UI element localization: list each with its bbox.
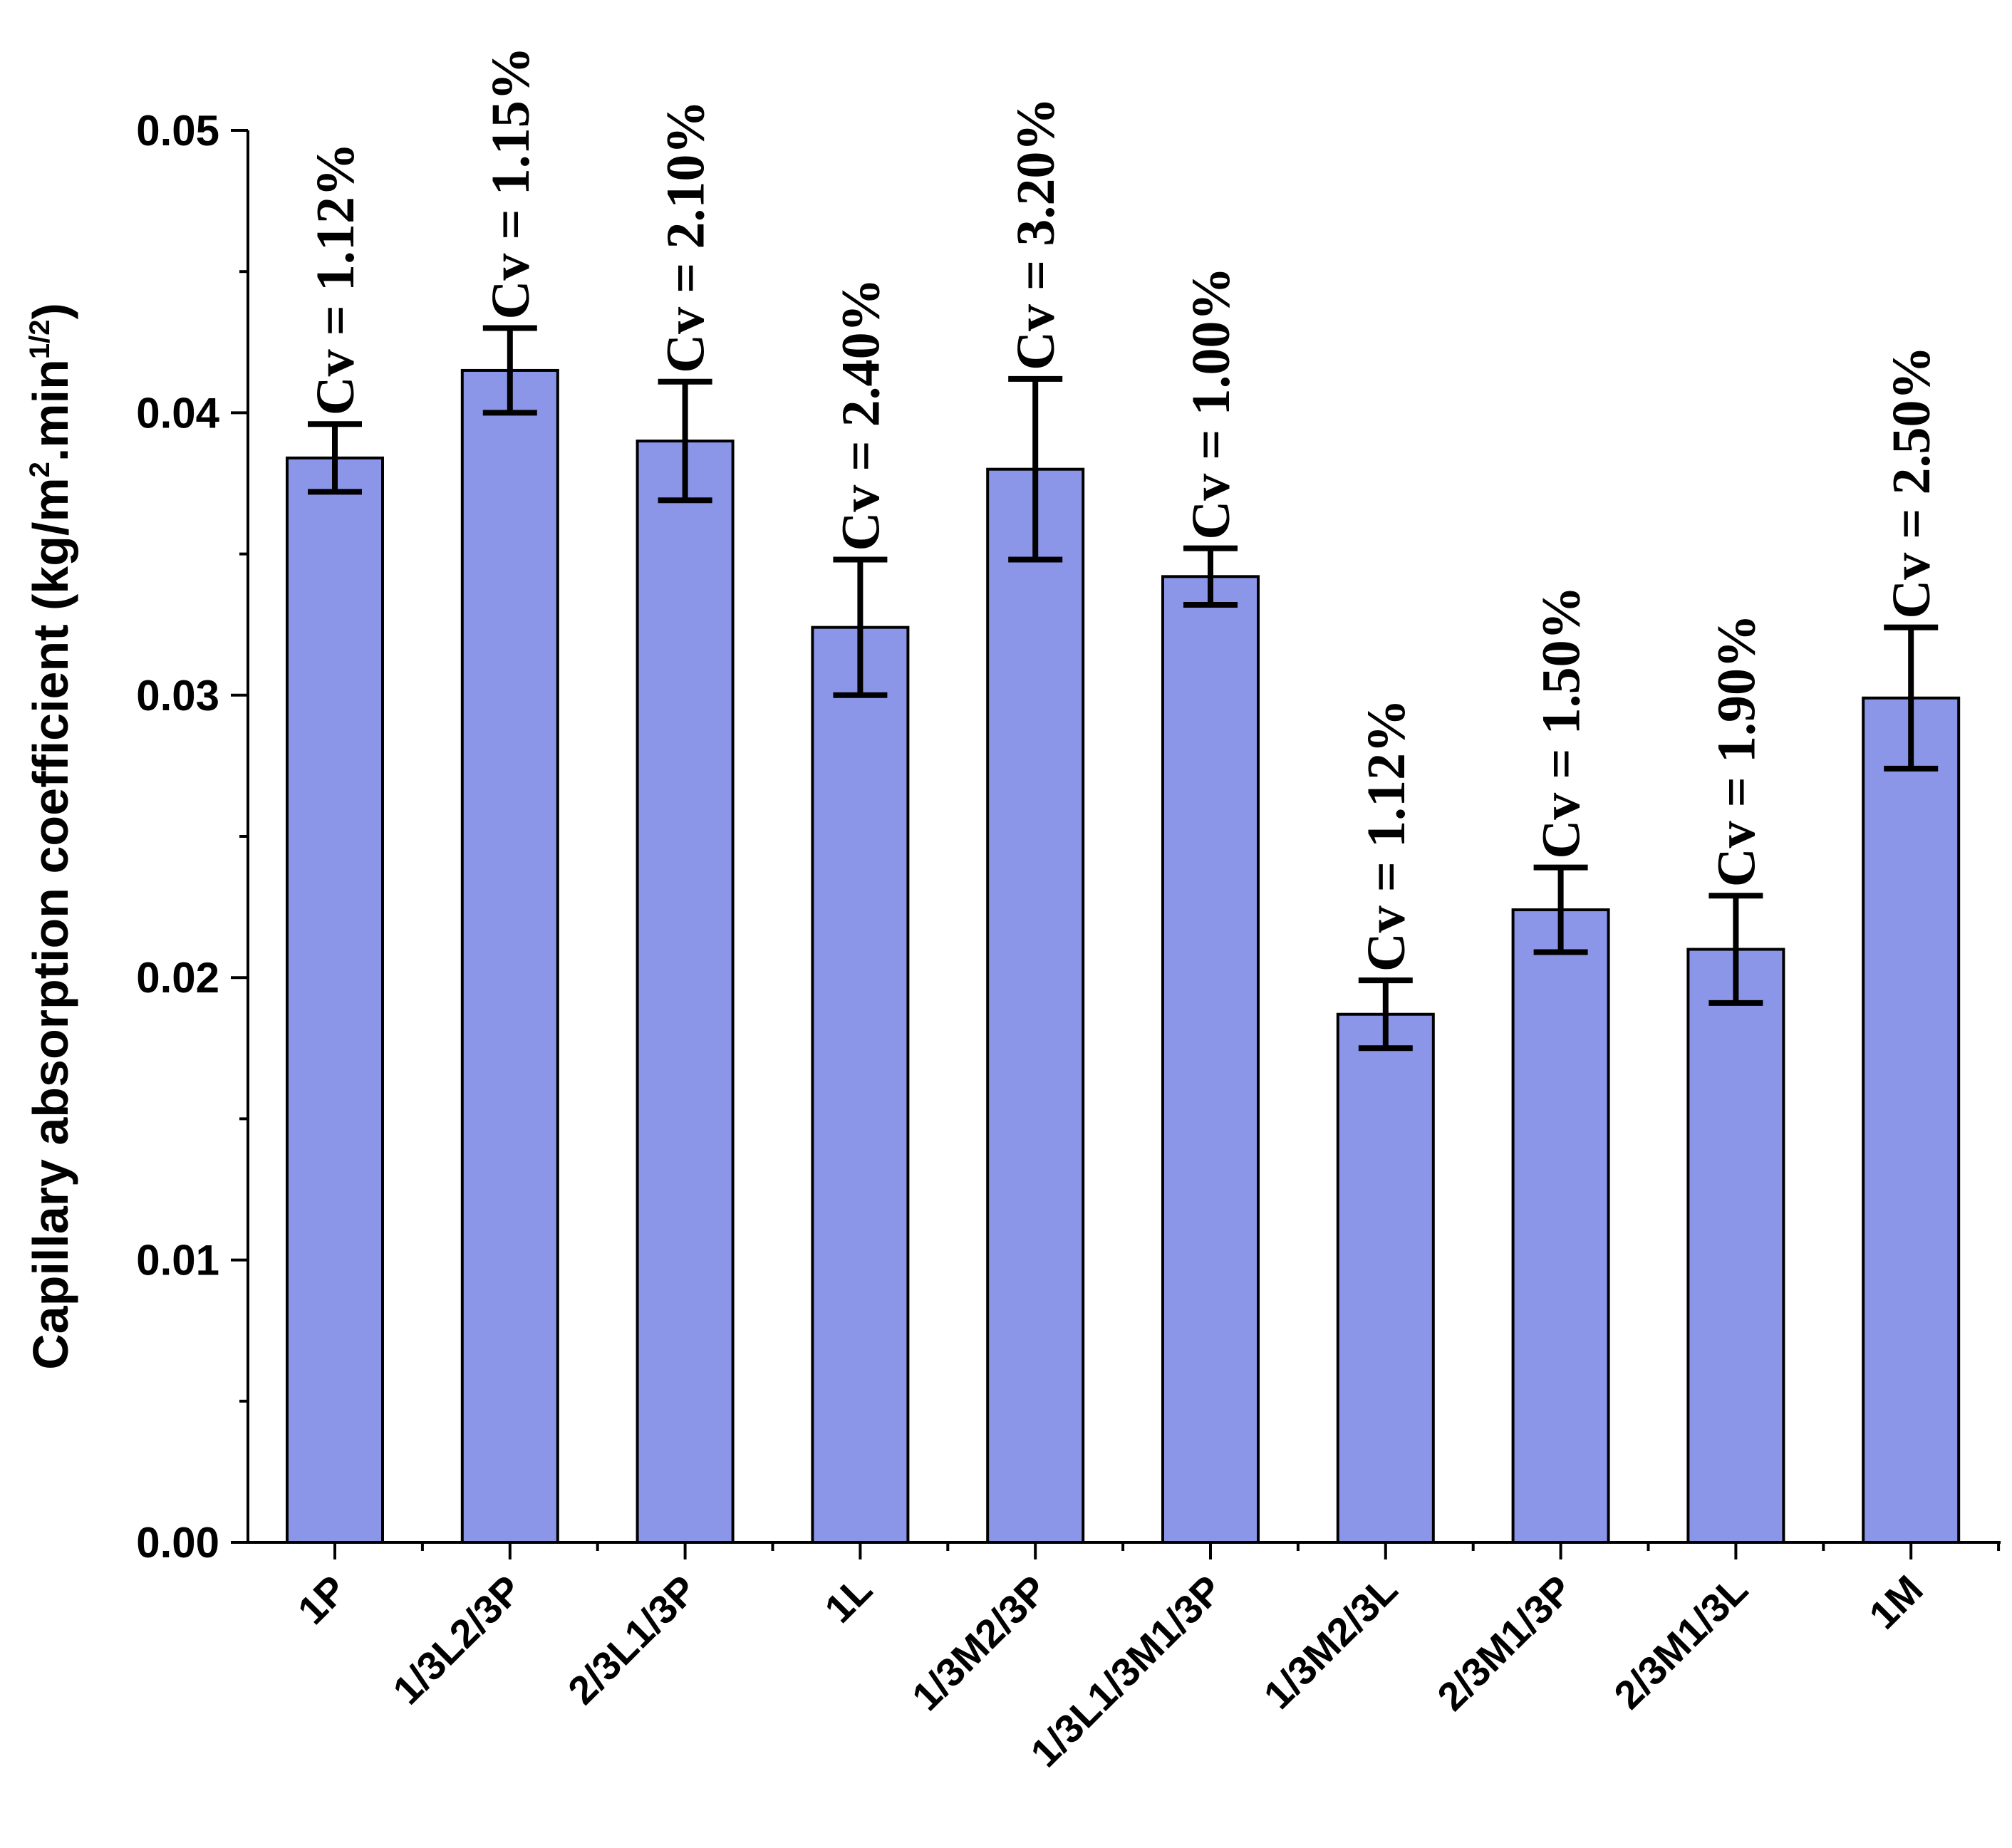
bar	[1161, 575, 1260, 1544]
cv-annotation: Cv = 2.40%	[831, 278, 891, 551]
bar	[1686, 948, 1785, 1545]
y-tick-label: 0.01	[136, 1237, 219, 1284]
cv-annotation: Cv = 1.12%	[306, 142, 365, 415]
y-tick-label: 0.04	[136, 389, 219, 437]
bar	[1336, 1012, 1435, 1545]
cv-annotation: Cv = 1.50%	[1532, 586, 1592, 858]
x-ticks-layer: 1P 1/3L2/3P 2/3L1/3P 1L 1/3M2/3P1/3L1/3M1/3P…	[289, 1542, 2001, 1775]
cv-annotation: Cv = 2.10%	[656, 100, 716, 373]
x-tick-label: 2/3M1/3L	[1605, 1567, 1756, 1718]
y-tick-label: 0.03	[136, 672, 219, 720]
x-tick-label: 1P	[289, 1567, 356, 1633]
x-tick-label: 1L	[816, 1567, 881, 1631]
y-axis-label: Capillary absorption coefficient (kg/m2.…	[23, 303, 78, 1370]
cv-annotation: Cv = 1.90%	[1706, 614, 1766, 887]
bar	[986, 467, 1085, 1544]
y-tick-label: 0.00	[136, 1519, 219, 1567]
bar	[811, 625, 910, 1545]
bar	[1511, 908, 1610, 1544]
x-tick-label: 1/3M2/3L	[1255, 1567, 1406, 1718]
x-tick-label: 1/3L2/3P	[384, 1567, 530, 1713]
x-tick-label: 1/3M2/3P	[903, 1567, 1056, 1719]
cv-annotation: Cv = 1.00%	[1181, 266, 1241, 539]
bars-layer: Cv = 1.12% Cv = 1.15% Cv = 2.10% Cv = 2.40%…	[286, 46, 1961, 1545]
y-tick-label: 0.02	[136, 954, 219, 1002]
y-ticks-layer: 0.00 0.01 0.02 0.03 0.04 0.05	[136, 107, 248, 1567]
cv-annotation: Cv = 1.12%	[1357, 699, 1416, 972]
cv-annotation: Cv = 2.50%	[1882, 346, 1941, 618]
x-tick-label: 2/3M1/3P	[1428, 1567, 1581, 1719]
y-tick-label: 0.05	[136, 107, 219, 155]
bar	[286, 456, 384, 1544]
x-tick-label: 1M	[1860, 1567, 1931, 1638]
cv-annotation: Cv = 3.20%	[1006, 98, 1066, 370]
bar	[460, 368, 559, 1545]
bar	[1862, 696, 1961, 1544]
x-tick-label: 2/3L1/3P	[559, 1567, 705, 1713]
bar	[636, 440, 735, 1544]
cv-annotation: Cv = 1.15%	[481, 46, 541, 319]
